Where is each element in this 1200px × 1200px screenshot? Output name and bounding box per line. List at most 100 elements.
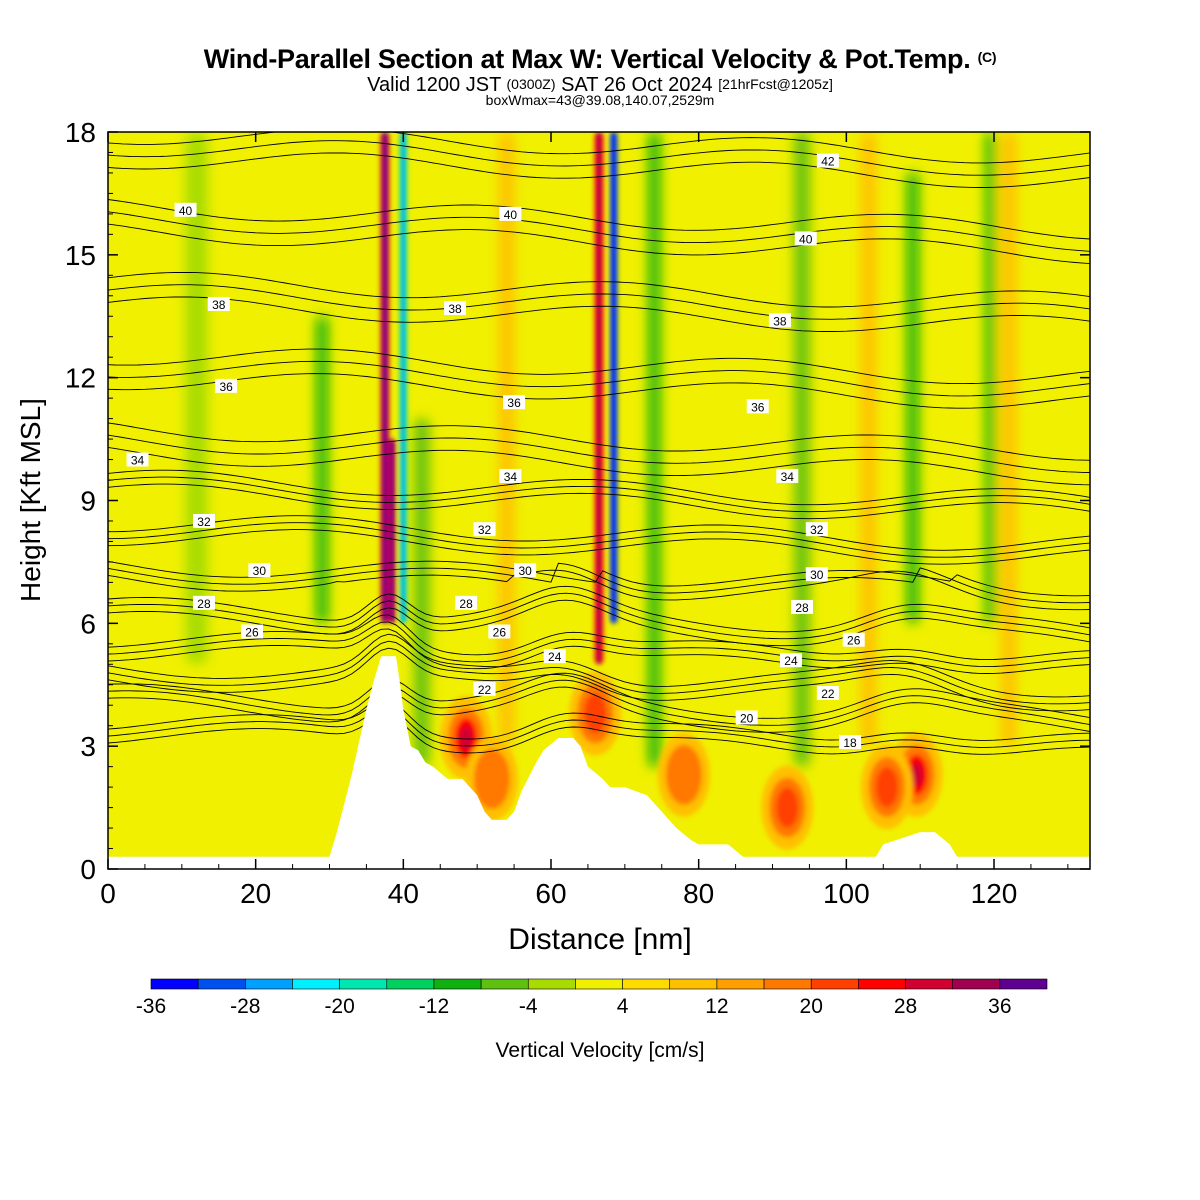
y-tick-label: 0 <box>80 854 96 885</box>
theta-label: 32 <box>478 523 492 537</box>
theta-label: 34 <box>781 470 795 484</box>
theta-label-box <box>455 595 478 610</box>
theta-contour-line <box>108 628 1090 674</box>
y-axis-label: Height [Kft MSL] <box>15 398 46 602</box>
theta-contour-line <box>108 223 1090 265</box>
colorbar-tick-label: 20 <box>800 995 823 1018</box>
colorbar-segment <box>905 978 953 990</box>
downdraft-column <box>907 172 919 624</box>
theta-label: 34 <box>504 470 518 484</box>
updraft-column-core <box>597 132 601 665</box>
downdraft-column-core <box>612 132 616 624</box>
y-tick-label: 18 <box>65 117 96 148</box>
theta-contour-line <box>108 560 1090 597</box>
theta-label-box <box>816 153 839 168</box>
colorbar-segment <box>245 978 293 990</box>
theta-contour-line <box>108 199 1090 240</box>
colorbar-tick-label: 4 <box>617 995 629 1018</box>
theta-label-box <box>126 452 149 467</box>
downdraft-column <box>185 132 208 665</box>
colorbar-segment <box>858 978 906 990</box>
theta-contour-line <box>108 284 1090 320</box>
colorbar-segment <box>810 978 859 990</box>
theta-label: 30 <box>518 564 532 578</box>
theta-label: 34 <box>131 454 145 468</box>
theta-label: 22 <box>821 687 835 701</box>
x-tick-label: 20 <box>240 878 271 909</box>
theta-contour-line <box>108 529 1090 565</box>
theta-contour-line <box>108 373 1090 409</box>
theta-contour-line <box>108 422 1090 461</box>
updraft-cell <box>589 701 602 726</box>
chart-subtitle: Valid 1200 JST (0300Z) SAT 26 Oct 2024 [… <box>367 74 833 96</box>
theta-label-box <box>746 399 769 414</box>
theta-label: 32 <box>197 515 211 529</box>
theta-contour-line <box>108 140 1090 176</box>
theta-contour-line <box>108 476 1090 513</box>
theta-label: 24 <box>548 650 562 664</box>
subtitle-utc: (0300Z) <box>506 76 556 92</box>
colorbar-segment <box>339 978 388 990</box>
colorbar-tick-label: -28 <box>230 995 260 1018</box>
colorbar-tick-label: -12 <box>419 995 449 1018</box>
colorbar-segment <box>527 978 576 990</box>
theta-contour-line <box>108 621 1090 668</box>
colorbar-tick-label: 28 <box>894 995 917 1018</box>
theta-label: 22 <box>478 683 492 697</box>
theta-label-box <box>503 395 526 410</box>
theta-label-box <box>240 624 263 639</box>
colorbar-segment <box>575 978 623 990</box>
theta-label-box <box>735 710 758 725</box>
theta-label-box <box>192 513 215 528</box>
theta-contour-line <box>108 446 1090 486</box>
theta-label: 20 <box>740 712 754 726</box>
theta-contour-line <box>108 585 1090 633</box>
theta-label-box <box>794 231 817 246</box>
theta-label: 26 <box>493 626 507 640</box>
chart-title: Wind-Parallel Section at Max W: Vertical… <box>203 44 997 74</box>
colorbar-tick-label: -36 <box>136 995 166 1018</box>
theta-contour-line <box>108 707 1090 748</box>
theta-label-box <box>473 522 496 537</box>
colorbar-segment <box>716 978 765 990</box>
colorbar-tick-label: -20 <box>324 995 354 1018</box>
updraft-cell <box>485 766 498 791</box>
colorbar-segment <box>150 978 199 990</box>
x-tick-label: 60 <box>535 878 566 909</box>
theta-label: 26 <box>245 626 259 640</box>
updraft-column <box>499 132 515 747</box>
updraft-column <box>861 132 876 747</box>
colorbar-segment <box>292 978 340 990</box>
theta-label-box <box>215 378 238 393</box>
theta-label-box <box>791 599 814 614</box>
theta-label: 40 <box>504 208 518 222</box>
theta-contour-line <box>108 360 1090 397</box>
theta-contour-line <box>108 714 1090 755</box>
theta-contour-line <box>108 700 1090 741</box>
updraft-column-core <box>390 439 394 624</box>
downdraft-column <box>985 132 995 624</box>
theta-label: 30 <box>253 564 267 578</box>
downdraft-column <box>414 418 430 767</box>
w-field-soft <box>185 132 1017 767</box>
theta-label: 28 <box>459 597 473 611</box>
theta-label: 36 <box>507 396 521 410</box>
chart-annotation: boxWmax=43@39.08,140.07,2529m <box>485 92 715 108</box>
theta-contours <box>108 132 1090 755</box>
subtitle-forecast: [21hrFcst@1205z] <box>718 76 833 92</box>
updraft-cell <box>677 762 690 787</box>
colorbar-segment <box>480 978 529 990</box>
updraft-cell <box>880 775 893 800</box>
colorbar-segment <box>763 978 812 990</box>
theta-label: 40 <box>799 232 813 246</box>
updraft-column <box>1001 132 1017 747</box>
theta-label: 42 <box>821 155 835 169</box>
theta-label-box <box>842 632 865 647</box>
theta-label-box <box>816 685 839 700</box>
theta-label: 38 <box>212 298 226 312</box>
colorbar-tick-label: -4 <box>519 995 538 1018</box>
plot-area <box>108 132 1090 869</box>
theta-label: 38 <box>448 302 462 316</box>
